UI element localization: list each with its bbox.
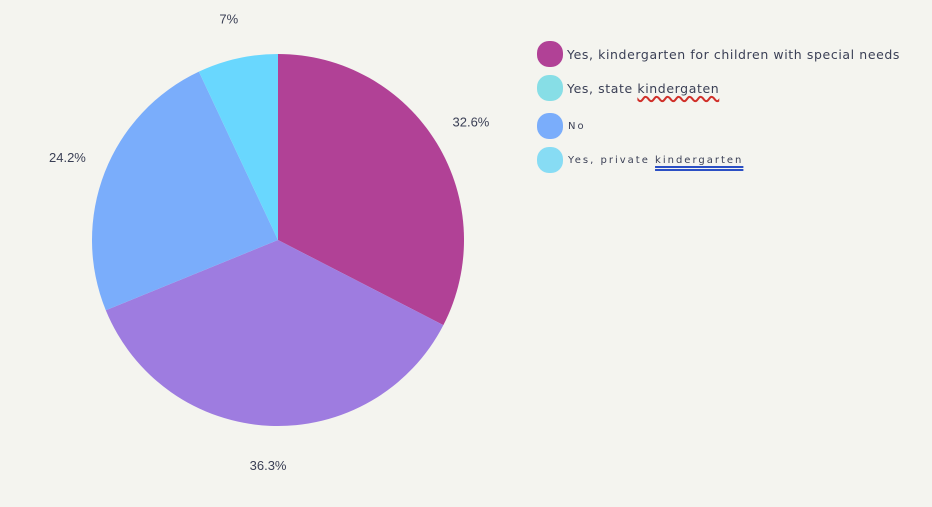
legend-item-0: Yes, kindergarten for children with spec… (537, 40, 900, 68)
pie-slice-1 (105, 240, 444, 426)
legend-label-text-2: No (568, 120, 586, 132)
legend-item-3: Yes, private kindergarten (537, 146, 743, 174)
slice-label-0: 32.6% (453, 114, 490, 129)
slice-label-1: 36.3% (250, 458, 287, 473)
legend-label-marked-3: kindergarten (655, 154, 744, 166)
legend-item-2: No (537, 112, 586, 140)
legend-swatch-2 (537, 113, 563, 139)
legend-label-text-1: Yes, state (567, 80, 638, 96)
legend-label-text-0: Yes, kindergarten for children with spec… (567, 46, 901, 62)
legend-label-2: No (568, 121, 586, 132)
pie-slice-3 (198, 54, 278, 240)
slice-label-3: 7% (219, 11, 238, 26)
legend-swatch-1 (537, 75, 563, 101)
legend-label-0: Yes, kindergarten for children with spec… (567, 47, 900, 62)
legend-label-3: Yes, private kindergarten (568, 155, 743, 166)
legend-label-marked-1: kindergaten (637, 80, 720, 96)
legend-item-1: Yes, state kindergaten (537, 74, 719, 102)
pie-slice-0 (278, 54, 464, 326)
legend-label-1: Yes, state kindergaten (567, 81, 719, 96)
slice-label-2: 24.2% (49, 150, 86, 165)
legend-swatch-0 (537, 41, 563, 67)
legend-swatch-3 (537, 147, 563, 173)
legend-label-text-3: Yes, private (568, 154, 656, 166)
pie-slice-2 (91, 71, 278, 311)
